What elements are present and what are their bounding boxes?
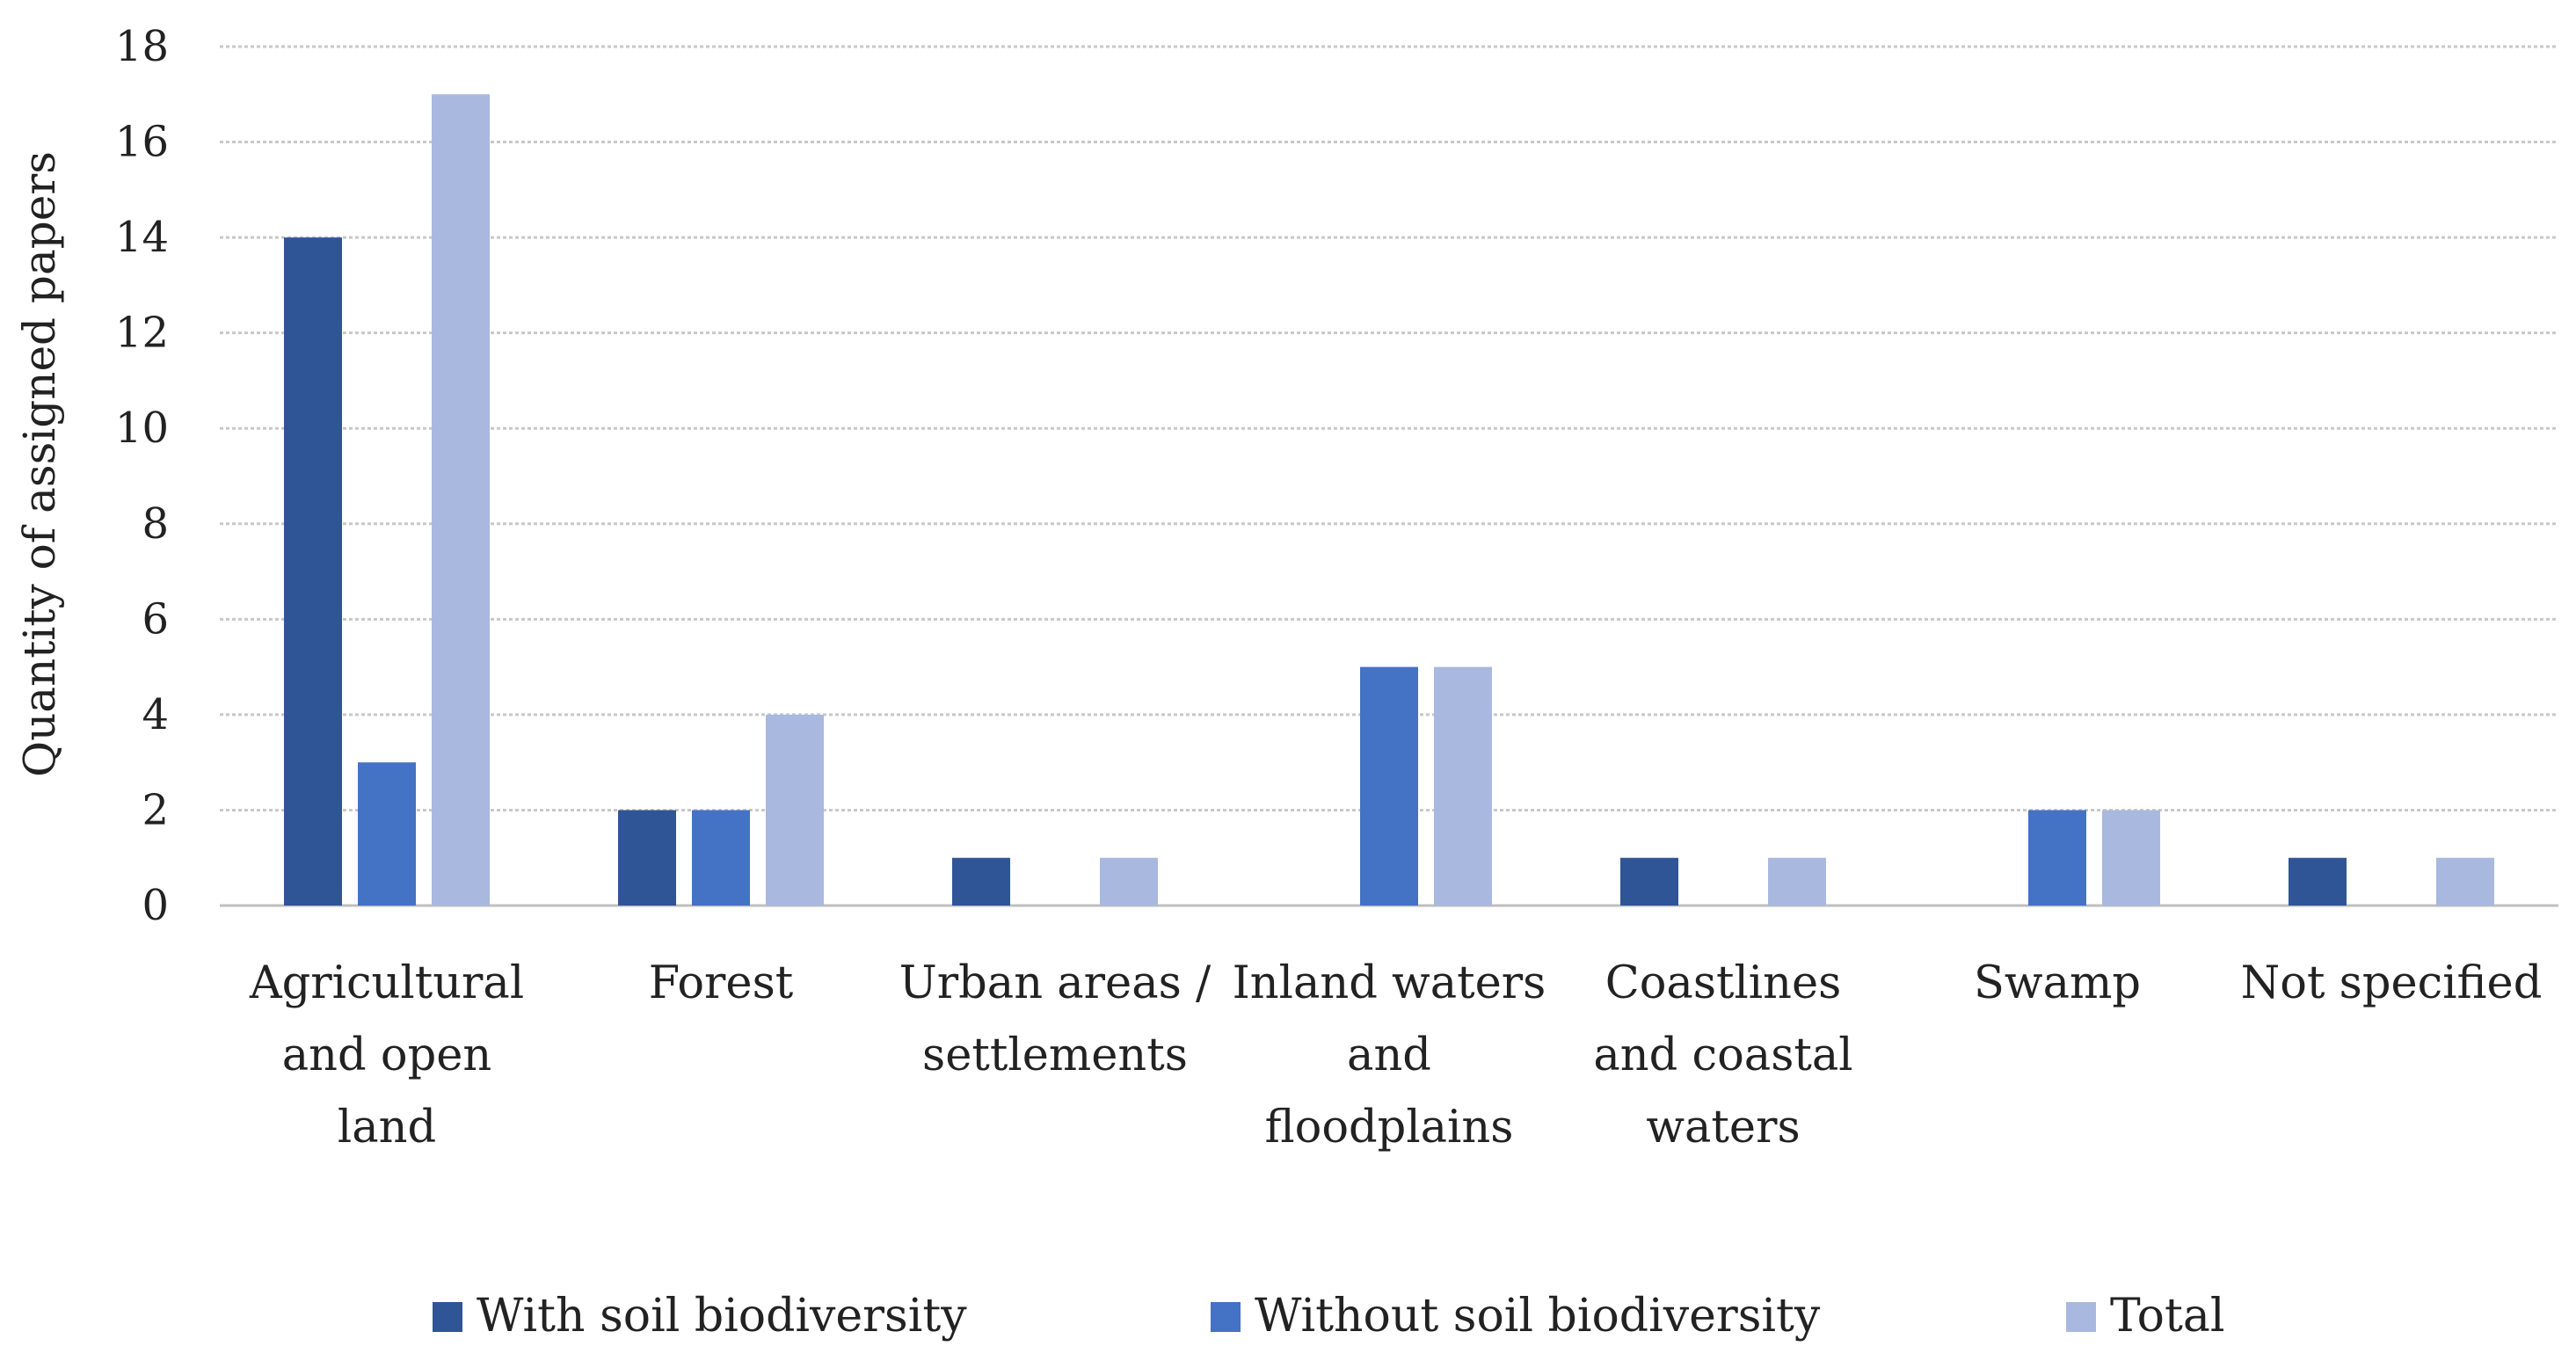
y-tick-label: 16 (115, 118, 169, 167)
x-axis-categories: Agricultural and open land Forest Urban area… (249, 957, 2543, 1153)
bar (952, 857, 1010, 906)
legend: With soil biodiversity Without soil biodi… (433, 1290, 2224, 1343)
bar (1434, 666, 1492, 906)
bar (432, 94, 490, 906)
y-tick-label: 12 (115, 309, 169, 358)
legend-swatch (433, 1302, 462, 1332)
bar (2028, 810, 2086, 906)
x-tick-label: Not specified (2241, 957, 2543, 1009)
bar (2289, 857, 2347, 906)
y-axis-title: Quantity of assigned papers (14, 151, 65, 777)
legend-label: Without soil biodiversity (1255, 1290, 1821, 1343)
bar (618, 810, 676, 906)
legend-label: Total (2110, 1290, 2224, 1343)
y-axis-ticks: 0 2 4 6 8 10 12 14 16 18 (115, 22, 169, 930)
bar (2102, 810, 2160, 906)
x-tick-label: Inland waters and floodplains (1233, 957, 1546, 1153)
y-tick-label: 18 (115, 22, 169, 71)
bar (1620, 857, 1678, 906)
legend-swatch (2066, 1302, 2096, 1332)
x-tick-label: Agricultural and open land (249, 957, 524, 1153)
bar (1360, 666, 1418, 906)
bar (1768, 857, 1826, 906)
x-tick-label: Forest (649, 957, 794, 1009)
bars (284, 94, 2494, 906)
legend-label: With soil biodiversity (477, 1290, 967, 1343)
bar (284, 237, 342, 906)
y-tick-label: 0 (142, 881, 169, 930)
bar (766, 714, 824, 906)
y-tick-label: 6 (142, 594, 169, 644)
x-tick-label: Swamp (1974, 957, 2141, 1009)
y-tick-label: 8 (142, 499, 169, 549)
y-tick-label: 2 (142, 785, 169, 834)
bar (2436, 857, 2494, 906)
bar (1100, 857, 1158, 906)
y-tick-label: 14 (115, 213, 169, 262)
bar (692, 810, 750, 906)
legend-swatch (1211, 1302, 1241, 1332)
y-tick-label: 4 (142, 690, 169, 739)
x-tick-label: Urban areas / settlements (899, 957, 1212, 1081)
x-tick-label: Coastlines and coastal waters (1593, 957, 1852, 1153)
bar (358, 762, 416, 906)
y-tick-label: 10 (115, 404, 169, 453)
